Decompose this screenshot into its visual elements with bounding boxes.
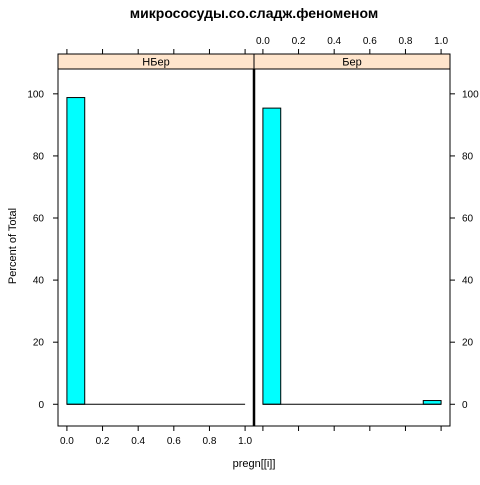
x-tick-label: 0.8 [399,36,413,47]
x-tick-label: 0.2 [96,436,110,447]
panel-strip-label: Бер [342,57,361,69]
x-tick-label: 0.4 [327,36,341,47]
y-tick-label-right: 40 [462,276,474,287]
y-tick-label-right: 60 [462,214,474,225]
y-tick-label-right: 80 [462,151,474,162]
x-tick-label: 0.0 [60,436,74,447]
histogram-bar [66,97,86,405]
y-tick-label: 80 [33,151,45,162]
histogram-bar [262,107,282,405]
x-tick-label: 0.4 [131,436,145,447]
y-tick-label: 20 [33,338,45,349]
panels: НБер 0.0 0.2 0.4 0.6 0.8 1.0 Бер 0.0 0.2 0.4 0.6 0.8… [27,36,479,447]
histogram-bar [422,400,442,405]
y-tick-label: 0 [38,400,44,411]
x-tick-label: 1.0 [238,436,252,447]
x-tick-label: 0.6 [167,436,181,447]
x-tick-label: 0.8 [203,436,217,447]
chart-title: микрососуды.со.сладж.феноменом [130,5,378,21]
x-tick-label: 1.0 [434,36,448,47]
panel-strip-label: НБер [142,57,169,69]
x-axis-label: pregn[[i]] [233,458,276,470]
y-tick-label-right: 100 [462,89,479,100]
x-tick-label: 0.6 [363,36,377,47]
panel-border [253,68,451,427]
y-tick-label: 60 [33,214,45,225]
y-tick-label-right: 0 [462,400,468,411]
y-tick-label: 40 [33,276,45,287]
panel-border [57,68,255,427]
x-tick-label: 0.0 [256,36,270,47]
x-tick-label: 0.2 [292,36,306,47]
y-axis-label: Percent of Total [7,208,19,284]
y-tick-label-right: 20 [462,338,474,349]
y-tick-label: 100 [27,89,44,100]
